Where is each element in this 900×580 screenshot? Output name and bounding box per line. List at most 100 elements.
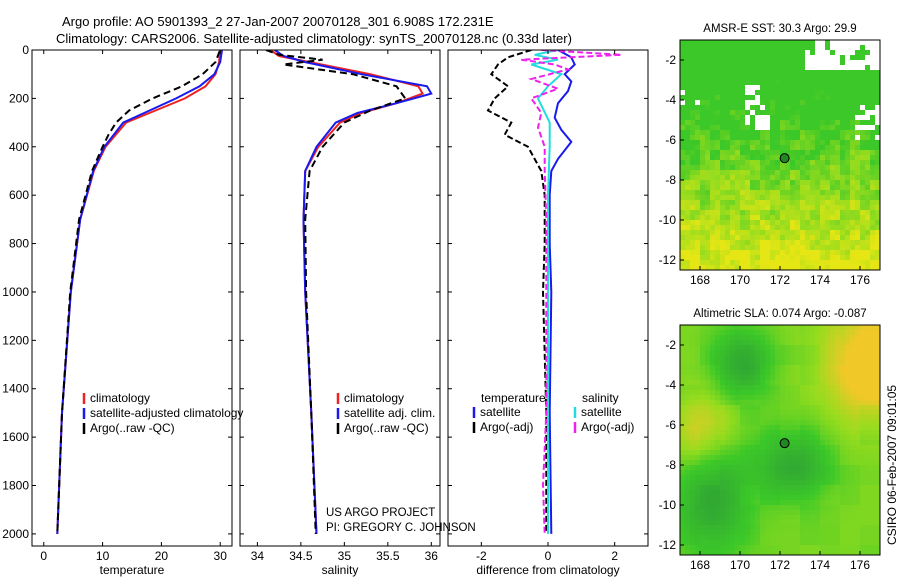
- sla_map-cell: [870, 325, 876, 331]
- sla_map-cell: [680, 410, 686, 416]
- sst_map-cell: [705, 140, 711, 146]
- sla_map-cell: [700, 495, 706, 501]
- sst_map-cell: [680, 155, 686, 161]
- sst_map-cell: [805, 255, 811, 261]
- sla_map-cell: [830, 505, 836, 511]
- sst_map-cell: [795, 75, 801, 81]
- sla_map-cell: [770, 495, 776, 501]
- sst_map-cell: [770, 180, 776, 186]
- sst_map-cell: [790, 150, 796, 156]
- sst_map-cell: [875, 220, 881, 226]
- sst_map-cell: [775, 80, 781, 86]
- sla_map-cell: [685, 425, 691, 431]
- sst_map-cell: [840, 230, 846, 236]
- sst_map-cell: [790, 175, 796, 181]
- sla_map-cell: [800, 330, 806, 336]
- sst_map-cell: [875, 245, 881, 251]
- sla_map-cell: [730, 330, 736, 336]
- sst_map-cell: [695, 185, 701, 191]
- sst_map-cell: [810, 85, 816, 91]
- sla_map-cell: [720, 450, 726, 456]
- sst_map-cell: [725, 100, 731, 106]
- sla_map-cell: [845, 370, 851, 376]
- sst_map-cell: [700, 110, 706, 116]
- sst_map-cell: [770, 200, 776, 206]
- sst_map-cell: [715, 215, 721, 221]
- sst_map-cell: [775, 215, 781, 221]
- sla_map-cell: [760, 420, 766, 426]
- sla_map-cell: [810, 505, 816, 511]
- sst_map-cell: [790, 55, 796, 61]
- sla_map-cell: [815, 350, 821, 356]
- sst_map-cell: [775, 160, 781, 166]
- sst_map-cell: [865, 225, 871, 231]
- sst_map-cell: [780, 80, 786, 86]
- sst_map-cell: [725, 60, 731, 66]
- sst_map-cell: [820, 215, 826, 221]
- sst_map-cell: [735, 170, 741, 176]
- sla_map-cell: [735, 520, 741, 526]
- sla_map-cell: [725, 480, 731, 486]
- sst_map-cell: [840, 175, 846, 181]
- sst_map-cell: [690, 260, 696, 266]
- sla_map-cell: [725, 340, 731, 346]
- sst_map-cell: [790, 110, 796, 116]
- sst_map-cell: [720, 120, 726, 126]
- sst_map-cell: [765, 40, 771, 46]
- sla_map-cell: [760, 380, 766, 386]
- sst_map-cell: [770, 150, 776, 156]
- sst_map-cell: [680, 45, 686, 51]
- sst_map-cell: [825, 130, 831, 136]
- sla_map-cell: [855, 395, 861, 401]
- sla_map-cell: [870, 510, 876, 516]
- sst_map-cell: [690, 210, 696, 216]
- sst_map-cell: [830, 60, 836, 66]
- sla_map-cell: [725, 390, 731, 396]
- sst_map-cell: [875, 95, 881, 101]
- sla_map-cell: [820, 435, 826, 441]
- sst_map-cell: [790, 190, 796, 196]
- sla_map-cell: [765, 325, 771, 331]
- sst_map-cell: [750, 195, 756, 201]
- salinity-xtick-label: 34.5: [289, 549, 313, 563]
- sst_map-cell: [835, 75, 841, 81]
- sst_map-cell: [785, 130, 791, 136]
- sla_map-cell: [765, 480, 771, 486]
- sla_map-cell: [715, 385, 721, 391]
- sst_map-cell: [705, 160, 711, 166]
- sla_map-cell: [695, 505, 701, 511]
- sst_map-cell: [755, 40, 761, 46]
- sst_map-cell: [850, 55, 856, 61]
- sst_map-cell: [680, 120, 686, 126]
- sst_map-cell: [740, 185, 746, 191]
- sla_map-cell: [875, 435, 881, 441]
- sst_map-cell: [810, 265, 816, 271]
- sst_map-cell: [835, 100, 841, 106]
- sla_map-cell: [770, 545, 776, 551]
- sla_map-cell: [765, 380, 771, 386]
- sst_map-cell: [740, 125, 746, 131]
- sst_map-cell: [805, 65, 811, 71]
- sla_map-cell: [680, 540, 686, 546]
- sst_map-cell: [685, 170, 691, 176]
- sst_map-cell: [795, 185, 801, 191]
- sla_map-cell: [855, 530, 861, 536]
- sla_map-cell: [800, 430, 806, 436]
- legend-entry: Argo(..raw -QC): [90, 421, 175, 435]
- sla_map-cell: [770, 535, 776, 541]
- sst_map-cell: [845, 45, 851, 51]
- sst_map-cell: [785, 205, 791, 211]
- sst_map-cell: [790, 165, 796, 171]
- sst_map-cell: [730, 110, 736, 116]
- sst_map-cell: [720, 75, 726, 81]
- sla_map-cell: [685, 470, 691, 476]
- sst_map-cell: [820, 95, 826, 101]
- sst_map-cell: [795, 65, 801, 71]
- sst_map-cell: [755, 165, 761, 171]
- sla_map-cell: [870, 385, 876, 391]
- sla_map-cell: [870, 370, 876, 376]
- sla_map-cell: [815, 505, 821, 511]
- sst_map-cell: [740, 130, 746, 136]
- sst_map-cell: [860, 200, 866, 206]
- sla_map-cell: [820, 380, 826, 386]
